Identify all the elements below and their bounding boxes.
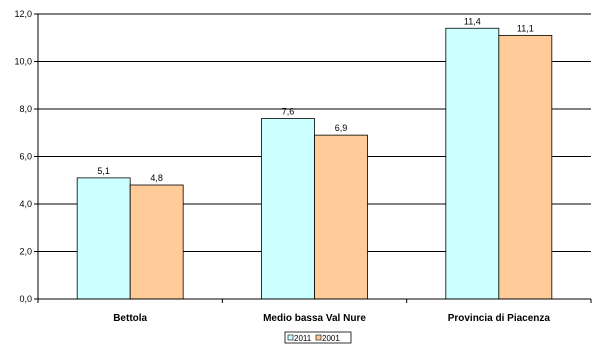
y-tick-label: 2,0 [19, 247, 32, 257]
data-labels: 5,1 4,8 7,6 6,9 11,4 11,1 [97, 16, 533, 183]
bars [76, 27, 553, 300]
y-axis-tick-labels: 0,0 2,0 4,0 6,0 8,0 10,0 12,0 [14, 9, 38, 304]
legend-label-2011: 2011 [294, 334, 312, 343]
y-tick-label: 6,0 [19, 152, 32, 162]
data-label: 5,1 [97, 166, 110, 176]
legend-swatch-2011 [287, 334, 294, 341]
data-label: 4,8 [150, 173, 163, 183]
legend-swatch-2001 [315, 334, 322, 341]
category-label: Provincia di Piacenza [448, 313, 551, 324]
bar-2011-0 [76, 177, 131, 300]
y-tick-label: 8,0 [19, 104, 32, 114]
y-tick-label: 0,0 [19, 294, 32, 304]
bar-2001-0 [129, 184, 184, 300]
legend-label-2001: 2001 [322, 334, 340, 343]
data-label: 6,9 [335, 123, 348, 133]
category-label: Medio bassa Val Nure [263, 313, 366, 324]
x-axis-ticks [37, 299, 592, 303]
data-label: 11,4 [464, 16, 481, 26]
category-labels: Bettola Medio bassa Val Nure Provincia di … [113, 313, 550, 324]
y-tick-label: 10,0 [14, 57, 32, 67]
y-tick-label: 12,0 [14, 9, 32, 19]
y-tick-label: 4,0 [19, 199, 32, 209]
bar-2011-2 [445, 27, 500, 300]
category-label: Bettola [113, 313, 147, 324]
bar-2001-1 [314, 134, 368, 300]
data-label: 11,1 [517, 23, 534, 33]
legend: 2011 2001 [284, 331, 352, 344]
data-label: 7,6 [282, 107, 295, 117]
bar-2011-1 [261, 118, 315, 300]
bar-2001-2 [498, 34, 553, 300]
